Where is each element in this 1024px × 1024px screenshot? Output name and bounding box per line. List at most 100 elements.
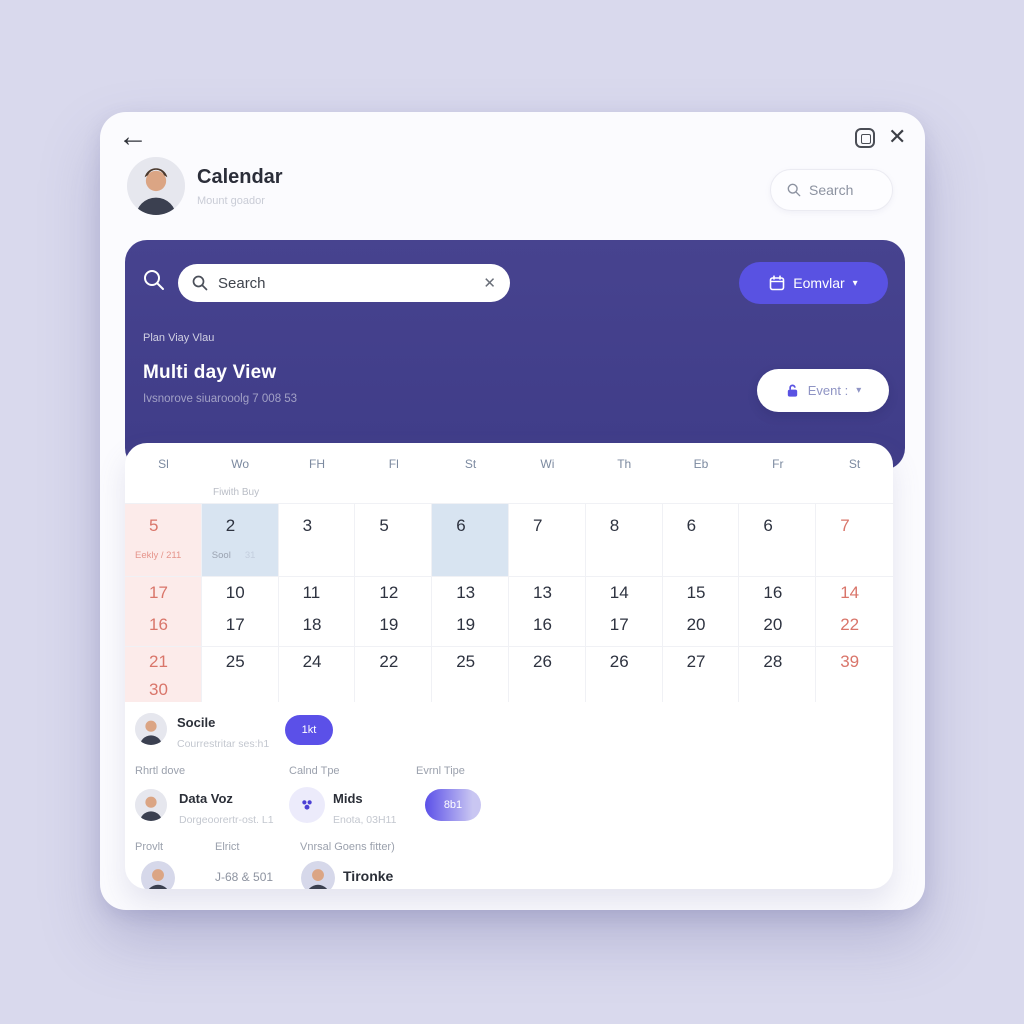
filter-name: Mids [333, 791, 363, 806]
filter-row-people: J-68 & 501 Tironke [141, 861, 881, 889]
day-number: 25 [225, 652, 245, 671]
view-title: Multi day View [143, 362, 277, 383]
day-cell[interactable]: 12 19 [355, 577, 433, 646]
filter-count-pill[interactable]: 1kt [285, 715, 333, 745]
day-number: 10 [225, 583, 245, 602]
calendar-dropdown-button[interactable]: Eomvlar ▾ [739, 262, 888, 304]
day-cell[interactable]: 5 Eekly / 211 [125, 504, 202, 576]
event-dropdown-button[interactable]: Event : ▾ [757, 369, 889, 412]
day-number: 14 [609, 583, 629, 602]
filter-desc: Courrestritar ses:h1 [177, 738, 270, 750]
day-cell[interactable]: 5 [355, 504, 433, 576]
day-cell[interactable]: 13 16 [509, 577, 586, 646]
day-number: 20 [763, 615, 783, 634]
day-cell[interactable]: 13 19 [432, 577, 509, 646]
day-number: 26 [609, 652, 629, 671]
day-number: 30 [149, 680, 168, 699]
restore-window-icon[interactable] [855, 128, 875, 148]
day-cell[interactable]: 7 [816, 504, 893, 576]
day-cell[interactable]: 21 30 [125, 647, 202, 702]
day-number: 24 [302, 652, 322, 671]
calendar-grid: 5 Eekly / 211 2 Sool 31 3 5 6 7 8 6 6 7 17 16 10 17 11 18 1… [125, 503, 893, 702]
day-number: 6 [686, 516, 697, 535]
day-number: 22 [379, 652, 399, 671]
day-cell[interactable]: 8 [586, 504, 663, 576]
day-cell[interactable]: 2 Sool 31 [201, 504, 279, 576]
day-cell[interactable]: 6 [432, 504, 509, 576]
day-cell[interactable]: 16 20 [739, 577, 817, 646]
day-header: Th [617, 457, 632, 471]
day-cell[interactable]: 27 [663, 647, 740, 702]
day-number: 12 [379, 583, 399, 602]
day-number: 7 [533, 516, 543, 535]
day-cell[interactable]: 14 22 [816, 577, 893, 646]
day-number: 27 [686, 652, 706, 671]
avatar[interactable] [141, 861, 175, 889]
plan-view-label: Plan Viay Vlau [143, 332, 215, 344]
clear-search-icon[interactable]: ✕ [483, 275, 496, 292]
day-cell[interactable]: 14 17 [586, 577, 663, 646]
day-number: 28 [763, 652, 783, 671]
day-number: 19 [379, 615, 399, 634]
day-cell[interactable]: 3 [279, 504, 356, 576]
day-cell[interactable]: 17 16 [125, 577, 202, 646]
day-number: 14 [840, 583, 860, 602]
day-number: 5 [379, 516, 389, 535]
day-number: 17 [225, 615, 245, 634]
day-header: Sl [158, 457, 169, 471]
day-number: 5 [149, 516, 159, 535]
filter-row-social[interactable]: Socile Courrestritar ses:h1 1kt [135, 713, 883, 751]
calendar-header-panel: Search ✕ Eomvlar ▾ Plan Viay Vlau Multi … [125, 240, 905, 470]
day-cell[interactable]: 26 [509, 647, 586, 702]
filter-label-1: Rhrtl dove [135, 765, 186, 777]
day-cell[interactable]: 6 [663, 504, 740, 576]
day-header: Eb [693, 457, 709, 471]
day-cell[interactable]: 22 [355, 647, 433, 702]
day-number: 13 [456, 583, 476, 602]
day-cell[interactable]: 7 [509, 504, 586, 576]
day-header: Fr [772, 457, 784, 471]
day-cell[interactable]: 28 [739, 647, 817, 702]
day-number: 16 [149, 615, 168, 634]
day-header: Wo [231, 457, 250, 471]
filter-name: Data Voz [179, 791, 233, 806]
day-header: Wi [540, 457, 555, 471]
day-cell[interactable]: 25 [432, 647, 509, 702]
search-icon[interactable] [142, 268, 166, 292]
day-cell[interactable]: 25 [202, 647, 279, 702]
day-cell[interactable]: 15 20 [663, 577, 740, 646]
avatar[interactable] [301, 861, 335, 889]
day-cell[interactable]: 11 18 [279, 577, 356, 646]
search-icon [192, 275, 208, 291]
day-cell[interactable]: 6 [739, 504, 817, 576]
event-type-pill[interactable]: 8b1 [425, 789, 481, 821]
back-button[interactable]: ← [118, 120, 148, 153]
day-header: Fl [388, 457, 399, 471]
global-search-button[interactable]: Search [770, 169, 893, 211]
chevron-down-icon: ▾ [856, 385, 862, 396]
day-cell[interactable]: 10 17 [202, 577, 279, 646]
day-cell[interactable]: 39 [816, 647, 893, 702]
filter-item-calendar-type[interactable]: Mids Enota, 03H11 [289, 787, 419, 827]
day-cell[interactable]: 24 [279, 647, 356, 702]
day-cell[interactable]: 26 [586, 647, 663, 702]
event-dropdown-label: Event : [807, 383, 849, 398]
day-number: 25 [456, 652, 476, 671]
filter-item-date[interactable]: Data Voz Dorgeoorertr-ost. L1 [135, 787, 285, 827]
day-number: 15 [686, 583, 706, 602]
global-search-label: Search [809, 182, 854, 198]
close-window-icon[interactable]: ✕ [888, 124, 907, 149]
day-number: 17 [149, 583, 168, 602]
calendar-panel: Sl Wo FH Fl St Wi Th Eb Fr St Fiwith Buy 5 Eekly /… [125, 443, 893, 889]
app-window: ← ✕ Calendar Mount goador Search [100, 112, 925, 910]
day-number: 6 [763, 516, 773, 535]
day-number: 17 [609, 615, 629, 634]
search-input[interactable]: Search ✕ [178, 264, 510, 302]
filter-label-5: Elrict [215, 841, 240, 853]
person-badge: J-68 & 501 [215, 870, 274, 884]
day-number: 22 [840, 615, 860, 634]
user-avatar[interactable] [127, 157, 185, 215]
day-number: 18 [302, 615, 322, 634]
day-number: 16 [533, 615, 552, 634]
